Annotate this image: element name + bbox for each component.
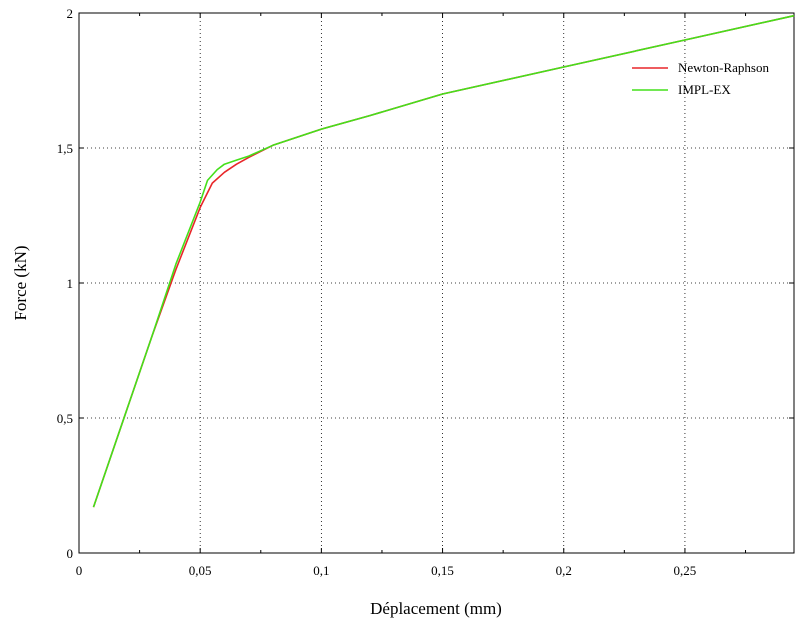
series-lines bbox=[92, 14, 795, 508]
y-tick-label: 1 bbox=[67, 276, 74, 291]
x-axis-label: Déplacement (mm) bbox=[370, 599, 502, 618]
x-tick-label: 0,05 bbox=[189, 563, 212, 578]
y-tick-label: 0 bbox=[67, 546, 74, 561]
legend-label-0: Newton-Raphson bbox=[678, 60, 769, 75]
y-tick-label: 1,5 bbox=[57, 141, 73, 156]
y-tick-label: 2 bbox=[67, 6, 74, 21]
x-tick-label: 0 bbox=[76, 563, 83, 578]
x-tick-label: 0,15 bbox=[431, 563, 454, 578]
legend-label-1: IMPL-EX bbox=[678, 82, 731, 97]
axis-ticks: 0 0,05 0,1 0,15 0,2 0,25 0 0,5 1 1,5 2 bbox=[57, 6, 794, 578]
y-axis-label: Force (kN) bbox=[11, 245, 30, 320]
x-tick-label: 0,25 bbox=[674, 563, 697, 578]
series-line-1 bbox=[92, 14, 795, 508]
x-tick-label: 0,2 bbox=[556, 563, 572, 578]
y-tick-label: 0,5 bbox=[57, 411, 73, 426]
x-tick-label: 0,1 bbox=[313, 563, 329, 578]
legend: Newton-Raphson IMPL-EX bbox=[632, 60, 769, 97]
